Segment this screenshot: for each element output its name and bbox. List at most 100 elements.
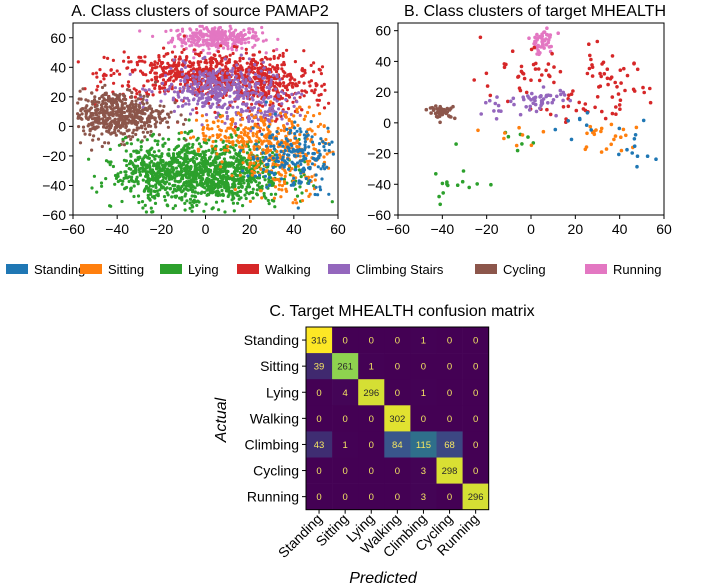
point bbox=[253, 124, 257, 128]
point bbox=[225, 169, 229, 173]
point bbox=[215, 93, 220, 97]
point bbox=[178, 161, 182, 165]
legend-item-running: Running bbox=[585, 262, 661, 277]
cell-fill bbox=[410, 457, 437, 484]
point bbox=[231, 105, 235, 109]
point bbox=[244, 144, 248, 148]
point bbox=[153, 60, 157, 64]
point bbox=[599, 126, 604, 131]
point bbox=[307, 181, 311, 185]
point bbox=[96, 84, 100, 88]
point bbox=[225, 71, 229, 75]
point bbox=[203, 138, 207, 142]
point bbox=[230, 100, 234, 104]
point bbox=[529, 78, 533, 82]
point bbox=[139, 145, 143, 149]
point bbox=[262, 123, 266, 127]
point bbox=[189, 136, 193, 140]
point bbox=[261, 151, 265, 155]
point bbox=[556, 31, 560, 35]
point bbox=[595, 39, 600, 44]
point bbox=[246, 106, 250, 110]
point bbox=[247, 68, 251, 72]
point bbox=[267, 179, 271, 183]
point bbox=[320, 177, 324, 181]
point bbox=[251, 134, 255, 138]
point bbox=[230, 73, 234, 77]
point bbox=[448, 114, 452, 119]
point bbox=[270, 179, 274, 183]
point bbox=[558, 88, 563, 93]
point bbox=[541, 129, 546, 134]
point bbox=[274, 163, 278, 167]
point bbox=[271, 73, 275, 77]
point bbox=[182, 146, 186, 150]
cell-value: 0 bbox=[316, 492, 321, 503]
point bbox=[135, 60, 139, 65]
point bbox=[265, 85, 269, 90]
point bbox=[229, 122, 233, 126]
point bbox=[196, 199, 200, 203]
point bbox=[550, 100, 554, 105]
point bbox=[183, 79, 187, 83]
point bbox=[310, 175, 314, 179]
point bbox=[160, 81, 165, 85]
point bbox=[92, 100, 96, 105]
point bbox=[246, 182, 250, 186]
point bbox=[210, 191, 214, 195]
cell-value: 0 bbox=[343, 336, 348, 347]
point bbox=[624, 133, 628, 138]
point bbox=[514, 143, 519, 148]
point bbox=[246, 135, 251, 139]
point bbox=[621, 127, 626, 132]
point bbox=[280, 188, 284, 192]
point bbox=[195, 28, 199, 32]
point bbox=[569, 137, 574, 142]
cell-value: 0 bbox=[343, 492, 348, 503]
panel-b-series-running bbox=[527, 26, 560, 57]
panel-a-frame bbox=[72, 22, 339, 216]
matrix-cell: 84 bbox=[384, 431, 411, 458]
cell-value: 0 bbox=[369, 414, 374, 425]
point bbox=[102, 97, 106, 101]
matrix-cell: 0 bbox=[384, 379, 411, 406]
point bbox=[217, 155, 221, 160]
panel-a-points bbox=[76, 24, 335, 214]
point bbox=[293, 60, 297, 64]
cell-value: 0 bbox=[395, 336, 400, 347]
point bbox=[158, 104, 162, 108]
point bbox=[109, 68, 113, 72]
point bbox=[251, 196, 255, 200]
y-tick-label: 0 bbox=[58, 118, 66, 134]
point bbox=[81, 87, 85, 91]
point bbox=[235, 63, 239, 67]
point bbox=[157, 133, 161, 137]
point bbox=[282, 129, 286, 133]
cell-value: 0 bbox=[395, 466, 400, 477]
point bbox=[126, 129, 130, 133]
point bbox=[283, 71, 287, 75]
point bbox=[281, 54, 285, 58]
point bbox=[309, 63, 313, 67]
point bbox=[219, 148, 223, 152]
point bbox=[208, 83, 212, 87]
point bbox=[325, 152, 329, 156]
point bbox=[295, 129, 299, 133]
point bbox=[325, 165, 329, 169]
point bbox=[178, 87, 182, 91]
point bbox=[157, 58, 161, 63]
point bbox=[241, 204, 245, 208]
point bbox=[239, 139, 243, 143]
point bbox=[171, 98, 175, 102]
point bbox=[185, 148, 189, 152]
point bbox=[313, 192, 317, 197]
point bbox=[136, 182, 140, 186]
cell-fill bbox=[462, 379, 489, 406]
point bbox=[199, 96, 203, 100]
point bbox=[138, 29, 142, 33]
point bbox=[264, 196, 268, 200]
point bbox=[243, 130, 247, 134]
point bbox=[105, 125, 109, 129]
point bbox=[227, 29, 231, 33]
point bbox=[266, 118, 270, 122]
